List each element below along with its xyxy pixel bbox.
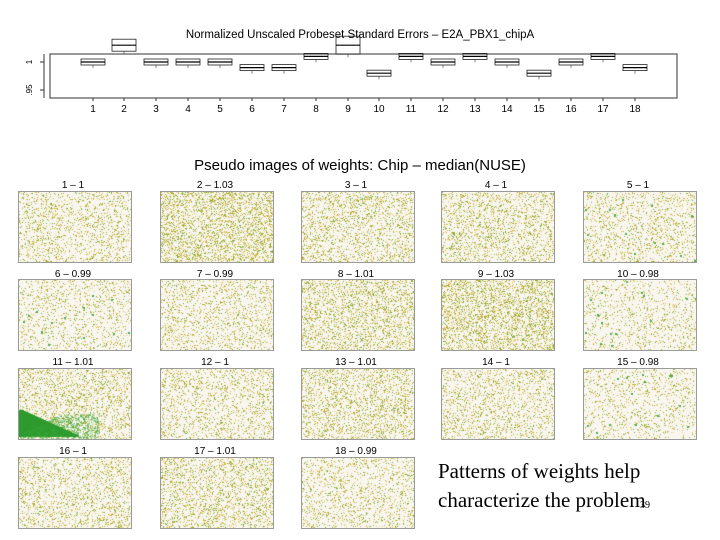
x-tick-label-11: 11	[406, 104, 417, 115]
tile-label-17: 17 – 1.01	[194, 446, 236, 457]
x-tick-label-5: 5	[217, 104, 223, 115]
x-tick-label-1: 1	[90, 104, 96, 115]
tile-label-18: 18 – 0.99	[335, 446, 377, 457]
caption-line-2: characterize the problem	[438, 488, 646, 512]
pseudo-images-title: Pseudo images of weights: Chip – median(…	[194, 157, 526, 174]
x-tick-label-4: 4	[185, 104, 191, 115]
x-tick-label-9: 9	[345, 104, 351, 115]
x-tick-label-15: 15	[533, 104, 545, 115]
y-tick-label-1: 1	[25, 59, 34, 64]
caption: Patterns of weights help characterize th…	[438, 457, 646, 515]
boxplot-chart: 1 .95 1 2 3 4 5 6 7 8 9 10 11 12 13 14 15 16 17 18	[25, 35, 678, 115]
x-tick-label-14: 14	[501, 104, 513, 115]
tile-label-2: 2 – 1.03	[196, 180, 234, 191]
tile-label-13: 13 – 1.01	[335, 357, 377, 368]
pseudo-image-chip-2	[160, 191, 274, 263]
tile-label-4: 4 – 1	[484, 180, 508, 191]
pseudo-image-chip-14	[441, 368, 555, 440]
tile-label-14: 14 – 1	[482, 357, 510, 368]
pseudo-image-chip-13	[301, 368, 415, 440]
x-tick-label-18: 18	[629, 104, 641, 115]
y-tick-label-095: .95	[25, 84, 34, 96]
tile-label-11: 11 – 1.01	[52, 357, 94, 368]
pseudo-image-chip-5	[583, 191, 697, 263]
x-tick-label-16: 16	[565, 104, 577, 115]
tile-label-6: 6 – 0.99	[54, 269, 92, 280]
pseudo-image-chip-8	[301, 279, 415, 351]
pseudo-image-chip-16	[18, 457, 132, 529]
tile-label-5: 5 – 1	[626, 180, 650, 191]
pseudo-image-chip-17	[160, 457, 274, 529]
tile-label-15: 15 – 0.98	[617, 357, 659, 368]
page-number: 39	[640, 500, 650, 511]
tile-label-1: 1 – 1	[61, 180, 85, 191]
pseudo-image-chip-10	[583, 279, 697, 351]
pseudo-image-chip-15	[583, 368, 697, 440]
x-tick-label-7: 7	[281, 104, 287, 115]
x-tick-label-8: 8	[313, 104, 319, 115]
tile-label-10: 10 – 0.98	[617, 269, 659, 280]
pseudo-image-chip-11	[18, 368, 132, 440]
pseudo-image-chip-6	[18, 279, 132, 351]
tile-label-9: 9 – 1.03	[477, 269, 515, 280]
tile-label-3: 3 – 1	[344, 180, 368, 191]
pseudo-image-chip-4	[441, 191, 555, 263]
x-tick-label-2: 2	[121, 104, 127, 115]
pseudo-image-chip-7	[160, 279, 274, 351]
tile-label-7: 7 – 0.99	[196, 269, 234, 280]
x-tick-label-12: 12	[437, 104, 449, 115]
tile-label-8: 8 – 1.01	[337, 269, 375, 280]
x-tick-label-17: 17	[597, 104, 609, 115]
x-tick-label-3: 3	[153, 104, 159, 115]
x-tick-label-6: 6	[249, 104, 255, 115]
pseudo-image-chip-12	[160, 368, 274, 440]
pseudo-image-chip-9	[441, 279, 555, 351]
pseudo-image-chip-3	[301, 191, 415, 263]
boxplot-frame	[49, 53, 678, 99]
pseudo-image-chip-18	[301, 457, 415, 529]
boxplot-title: Normalized Unscaled Probeset Standard Er…	[185, 29, 535, 41]
caption-line-1: Patterns of weights help	[438, 459, 641, 483]
pseudo-image-chip-1	[18, 191, 132, 263]
x-tick-label-13: 13	[469, 104, 481, 115]
tile-label-16: 16 – 1	[59, 446, 87, 457]
x-tick-label-10: 10	[373, 104, 385, 115]
tile-label-12: 12 – 1	[201, 357, 229, 368]
